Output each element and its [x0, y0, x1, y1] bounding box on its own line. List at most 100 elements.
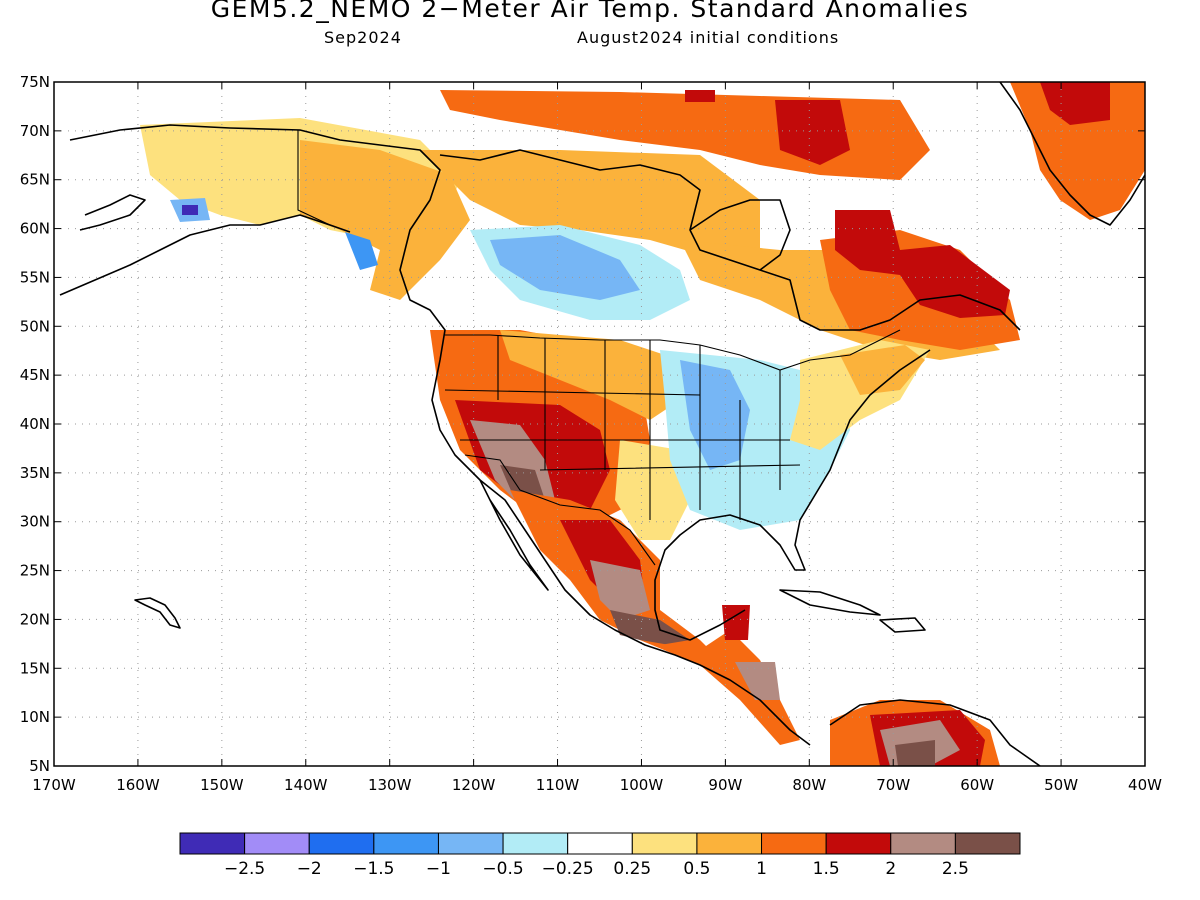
colorbar-label: 1 — [756, 859, 767, 879]
border-us-canada — [445, 329, 901, 371]
lat-label: 5N — [29, 757, 50, 775]
colorbar-label: 2 — [885, 859, 896, 879]
border-alaska-canada — [297, 130, 331, 226]
anomaly-arctic-red-2 — [685, 90, 715, 102]
anomaly-mexico-south-darkbrown — [610, 610, 690, 645]
coast-greenland — [999, 82, 1145, 226]
lat-label: 45N — [20, 366, 50, 384]
anomaly-midwest-blue — [680, 360, 750, 470]
border-us-states-e-w — [444, 389, 801, 471]
colorbar-swatch — [567, 832, 633, 855]
colorbar-label: −2 — [297, 859, 322, 879]
lat-label: 35N — [20, 464, 50, 482]
colorbar-labels: −2.5 −2 −1.5 −1 −0.5 −0.25 0.25 0.5 1 1.5 2 2.5 — [224, 859, 969, 879]
colorbar-swatch — [308, 832, 375, 855]
anomaly-south-america-darkbrown — [895, 740, 935, 766]
lon-label: 140W — [284, 776, 328, 794]
anomaly-greenland — [1010, 82, 1145, 220]
coast-alaska-sw — [79, 194, 146, 231]
colorbar-label: −0.25 — [542, 859, 594, 879]
anomaly-quebec-red — [835, 210, 1010, 318]
anomaly-greenland-red — [1040, 82, 1110, 125]
lon-label: 170W — [32, 776, 76, 794]
colorbar-swatch — [179, 832, 246, 855]
colorbar-label: 1.5 — [813, 859, 840, 879]
colorbar-label: −1 — [426, 859, 451, 879]
lat-label: 25N — [20, 562, 50, 580]
lat-label: 30N — [20, 513, 50, 531]
lon-label: 160W — [116, 776, 160, 794]
lon-label: 90W — [708, 776, 742, 794]
lon-label: 60W — [960, 776, 994, 794]
colorbar-label: −1.5 — [353, 859, 394, 879]
anomaly-north-canada — [420, 150, 760, 260]
lon-label: 120W — [452, 776, 496, 794]
longitude-labels: 170W 160W 150W 140W 130W 120W 110W 100W 90W 80W 70… — [32, 82, 1162, 794]
colorbar — [179, 832, 1021, 855]
chart-title: GEM5.2_NEMO 2−Meter Air Temp. Standard A… — [210, 0, 970, 23]
lon-label: 150W — [200, 776, 244, 794]
lat-label: 60N — [20, 220, 50, 238]
coast-cuba — [779, 589, 881, 616]
lat-label: 40N — [20, 415, 50, 433]
lat-label: 15N — [20, 659, 50, 677]
anomaly-us-northeast-orange — [840, 345, 925, 395]
anomaly-alaska-coldcore — [182, 205, 198, 215]
border-us-states-n-s — [497, 335, 781, 520]
colorbar-swatch — [954, 832, 1021, 855]
lon-label: 50W — [1044, 776, 1078, 794]
colorbar-swatch — [696, 832, 763, 855]
coast-arctic — [439, 149, 1021, 331]
colorbar-swatch — [761, 832, 827, 855]
forecast-month: Sep2024 — [324, 28, 402, 47]
anomaly-mexico-brown — [590, 560, 650, 620]
lon-label: 130W — [368, 776, 412, 794]
lon-label: 70W — [876, 776, 910, 794]
coast-alaska — [69, 124, 811, 746]
coast-alaska-west — [59, 214, 351, 296]
anomaly-arctic-red — [775, 100, 850, 165]
colorbar-swatch — [244, 832, 310, 855]
lat-label: 70N — [20, 122, 50, 140]
anomaly-central-america — [640, 630, 800, 745]
anomaly-central-america-brown — [735, 662, 780, 700]
initial-conditions-label: August2024 initial conditions — [577, 28, 840, 47]
lat-label: 10N — [20, 708, 50, 726]
coast-east-us — [654, 349, 931, 641]
colorbar-swatch — [825, 832, 892, 855]
anomaly-texas-light — [615, 440, 690, 540]
anomaly-yukon-orange — [300, 140, 470, 300]
colorbar-swatch — [890, 832, 956, 855]
lon-label: 40W — [1128, 776, 1162, 794]
coast-baja — [479, 479, 549, 591]
coast-hawaii — [134, 597, 181, 629]
lat-label: 55N — [20, 268, 50, 286]
border-us-mexico — [464, 454, 656, 566]
colorbar-label: 0.5 — [683, 859, 710, 879]
latitude-labels: 75N 70N 65N 60N 55N 50N 45N 40N 35N 30N 25N 20N 15N 1… — [20, 73, 1145, 775]
coast-hudson-bay — [689, 199, 791, 271]
anomaly-central-canada-blue — [490, 235, 640, 300]
lat-label: 50N — [20, 317, 50, 335]
colorbar-label: 2.5 — [942, 859, 969, 879]
colorbar-swatch — [373, 832, 439, 855]
coast-hispaniola — [879, 617, 926, 633]
coast-south-america — [829, 699, 1041, 766]
lon-label: 110W — [536, 776, 580, 794]
anomaly-bc-coast-cold — [345, 232, 378, 270]
colorbar-swatch — [437, 832, 504, 855]
colorbar-label: −2.5 — [224, 859, 265, 879]
lon-label: 80W — [792, 776, 826, 794]
anomaly-field — [140, 82, 1145, 766]
lat-label: 20N — [20, 610, 50, 628]
political-borders — [297, 130, 901, 566]
lon-label: 100W — [620, 776, 664, 794]
anomaly-yucatan-red — [722, 605, 750, 640]
lat-label: 65N — [20, 171, 50, 189]
colorbar-label: 0.25 — [613, 859, 651, 879]
coastlines — [59, 82, 1145, 766]
colorbar-label: −0.5 — [482, 859, 523, 879]
colorbar-swatch — [631, 832, 698, 855]
lat-label: 75N — [20, 73, 50, 91]
